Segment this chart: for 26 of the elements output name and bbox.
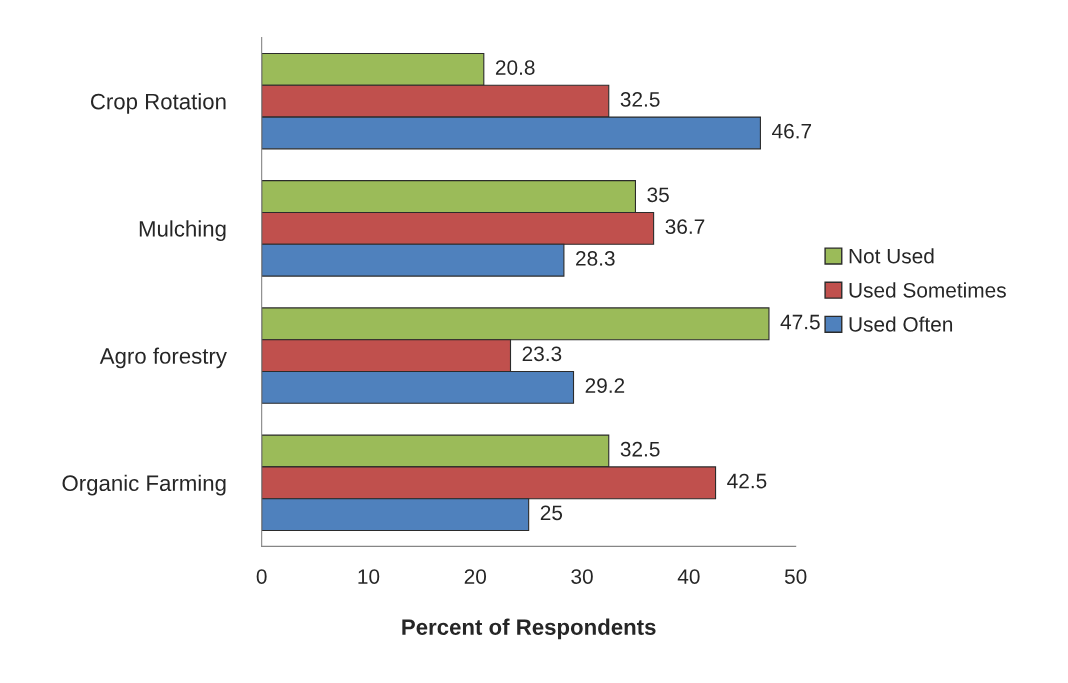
x-tick-label: 10: [358, 569, 380, 584]
data-label: 25: [540, 505, 563, 521]
data-label: 42.5: [727, 473, 767, 489]
y-tick-label: Crop Rotation: [90, 93, 226, 114]
legend-label: Used Often: [849, 316, 953, 332]
data-label: 23.3: [522, 346, 562, 362]
legend-label: Not Used: [849, 248, 934, 264]
data-label: 35: [647, 187, 669, 203]
x-tick-label: 50: [784, 569, 807, 584]
data-label: 29.2: [585, 378, 625, 393]
data-label: 47.5: [780, 314, 820, 330]
data-label: 46.7: [772, 123, 812, 139]
data-label: 20.8: [495, 60, 535, 75]
y-tick-label: Agro forestry: [99, 347, 227, 369]
x-tick-label: 30: [571, 569, 593, 584]
x-axis-title: Percent of Respondents: [402, 618, 656, 640]
y-tick-label: Mulching: [139, 220, 226, 242]
data-label: 36.7: [665, 219, 705, 234]
legend-label: Used Sometimes: [849, 282, 1006, 298]
x-tick-label: 40: [677, 569, 700, 584]
x-tick-label: 20: [464, 569, 487, 584]
data-label: 32.5: [620, 92, 660, 107]
data-label: 32.5: [620, 441, 660, 457]
x-tick-label: 0: [256, 569, 267, 584]
data-label: 28.3: [576, 251, 615, 266]
y-tick-label: Organic Farming: [62, 474, 226, 496]
